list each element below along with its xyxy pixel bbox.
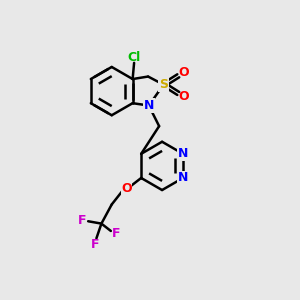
Text: F: F xyxy=(91,238,100,251)
Text: Cl: Cl xyxy=(128,51,141,64)
Text: N: N xyxy=(178,172,188,184)
Text: N: N xyxy=(144,99,154,112)
Text: O: O xyxy=(178,66,189,80)
Text: S: S xyxy=(159,78,168,91)
Text: F: F xyxy=(112,227,120,240)
Text: O: O xyxy=(178,90,189,103)
Text: N: N xyxy=(178,147,188,160)
Text: F: F xyxy=(78,214,86,226)
Text: O: O xyxy=(121,182,132,195)
